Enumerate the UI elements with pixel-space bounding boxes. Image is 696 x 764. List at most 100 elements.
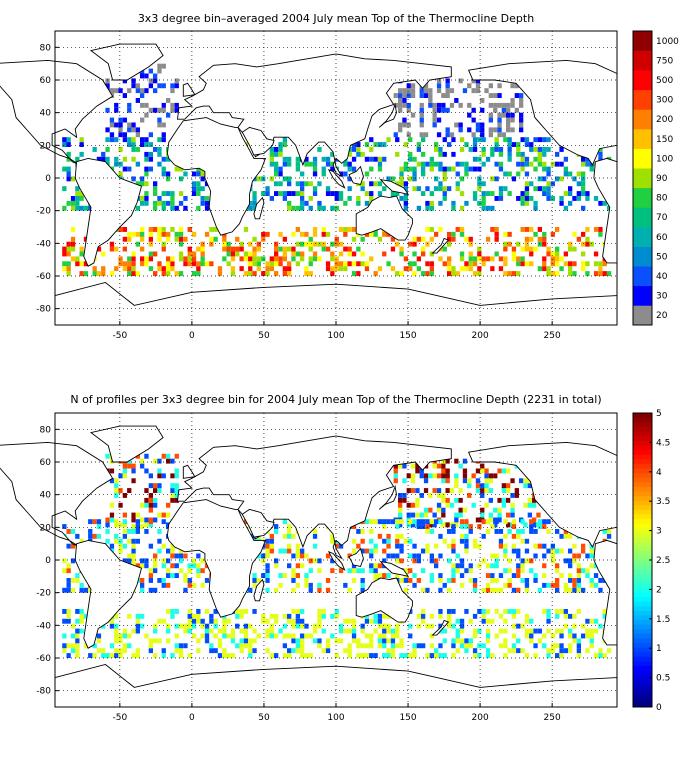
bin-cell <box>421 271 426 276</box>
bin-cell <box>291 609 296 614</box>
bin-cell <box>403 538 408 544</box>
bin-cell <box>131 256 136 262</box>
bin-cell <box>458 463 463 469</box>
bin-cell <box>524 633 530 639</box>
bin-cell <box>572 578 577 583</box>
bin-cell <box>308 653 313 658</box>
bin-cell <box>589 628 594 634</box>
bin-cell <box>96 271 102 276</box>
bin-cell <box>455 563 460 569</box>
bin-cell <box>118 653 123 658</box>
bin-cell <box>75 633 80 639</box>
bin-cell <box>459 563 465 569</box>
bin-cell <box>278 142 283 147</box>
bin-cell <box>62 142 67 147</box>
bin-cell <box>542 161 547 167</box>
bin-cell <box>559 643 564 649</box>
bin-cell <box>423 507 429 513</box>
bin-cell <box>282 643 287 649</box>
bin-cell <box>406 88 411 94</box>
bin-cell <box>581 261 586 267</box>
bin-cell <box>118 648 123 654</box>
bin-cell <box>438 166 443 172</box>
bin-cell <box>308 271 313 276</box>
bin-cell <box>166 568 171 574</box>
coastline <box>378 484 397 510</box>
bin-cell <box>429 205 434 211</box>
bin-cell <box>546 613 551 619</box>
bin-cell <box>157 147 162 152</box>
bin-cell <box>472 578 478 583</box>
bin-cell <box>442 582 447 588</box>
bin-cell <box>170 266 175 272</box>
bin-cell <box>398 88 403 94</box>
bin-cell <box>252 196 257 201</box>
bin-cell <box>153 568 158 574</box>
bin-cell <box>174 102 179 108</box>
bin-cell <box>395 271 400 276</box>
bin-cell <box>563 613 568 619</box>
bin-cell <box>529 633 534 639</box>
bin-cell <box>503 271 508 276</box>
bin-cell <box>410 478 416 484</box>
bin-cell <box>338 623 344 629</box>
bin-cell <box>493 102 498 108</box>
bin-cell <box>209 227 214 232</box>
bin-cell <box>516 147 521 152</box>
bin-cell <box>516 142 521 147</box>
bin-cell <box>334 256 339 262</box>
bin-cell <box>360 251 365 257</box>
bin-cell <box>304 623 309 629</box>
bin-cell <box>524 181 530 187</box>
bin-cell <box>533 137 538 143</box>
bin-cell <box>506 497 511 503</box>
bin-cell <box>519 127 524 133</box>
bin-cell <box>209 648 214 654</box>
bin-cell <box>423 512 429 518</box>
bin-cell <box>572 231 577 237</box>
bin-cell <box>468 241 473 247</box>
bin-cell <box>287 191 292 196</box>
bin-cell <box>369 529 374 534</box>
bin-cell <box>66 137 71 143</box>
bin-cell <box>572 196 577 201</box>
bin-cell <box>356 529 361 534</box>
bin-cell <box>472 156 478 162</box>
bin-cell <box>338 628 344 634</box>
bin-cell <box>546 147 551 152</box>
bin-cell <box>321 231 326 237</box>
bin-cell <box>140 613 145 619</box>
bin-cell <box>70 529 76 534</box>
colorbar-segment <box>633 89 652 110</box>
colorbar-label: 90 <box>656 174 668 184</box>
bin-cell <box>442 196 447 201</box>
bin-cell <box>464 266 469 272</box>
bin-cell <box>559 609 564 614</box>
bin-cell <box>278 582 283 588</box>
bin-cell <box>157 122 162 128</box>
colorbar-segment <box>633 560 652 565</box>
bin-cell <box>477 200 482 206</box>
y-tick-label: -20 <box>36 207 51 217</box>
bin-cell <box>524 137 530 143</box>
bin-cell <box>114 246 119 252</box>
bin-cell <box>506 468 511 474</box>
bin-cell <box>602 609 607 614</box>
bin-cell <box>144 261 149 267</box>
bin-cell <box>140 102 145 108</box>
bin-cell <box>109 623 115 629</box>
bin-cell <box>200 186 205 192</box>
bin-cell <box>256 261 261 267</box>
bin-cell <box>330 533 335 539</box>
bin-cell <box>382 548 387 554</box>
bin-cell <box>166 548 171 554</box>
bin-cell <box>325 643 331 649</box>
bin-cell <box>593 251 599 257</box>
bin-cell <box>447 261 452 267</box>
bin-cell <box>468 236 473 242</box>
bin-cell <box>274 563 279 569</box>
bin-cell <box>455 553 460 559</box>
bin-cell <box>593 628 599 634</box>
bin-cell <box>70 578 76 583</box>
bin-cell <box>170 548 175 554</box>
